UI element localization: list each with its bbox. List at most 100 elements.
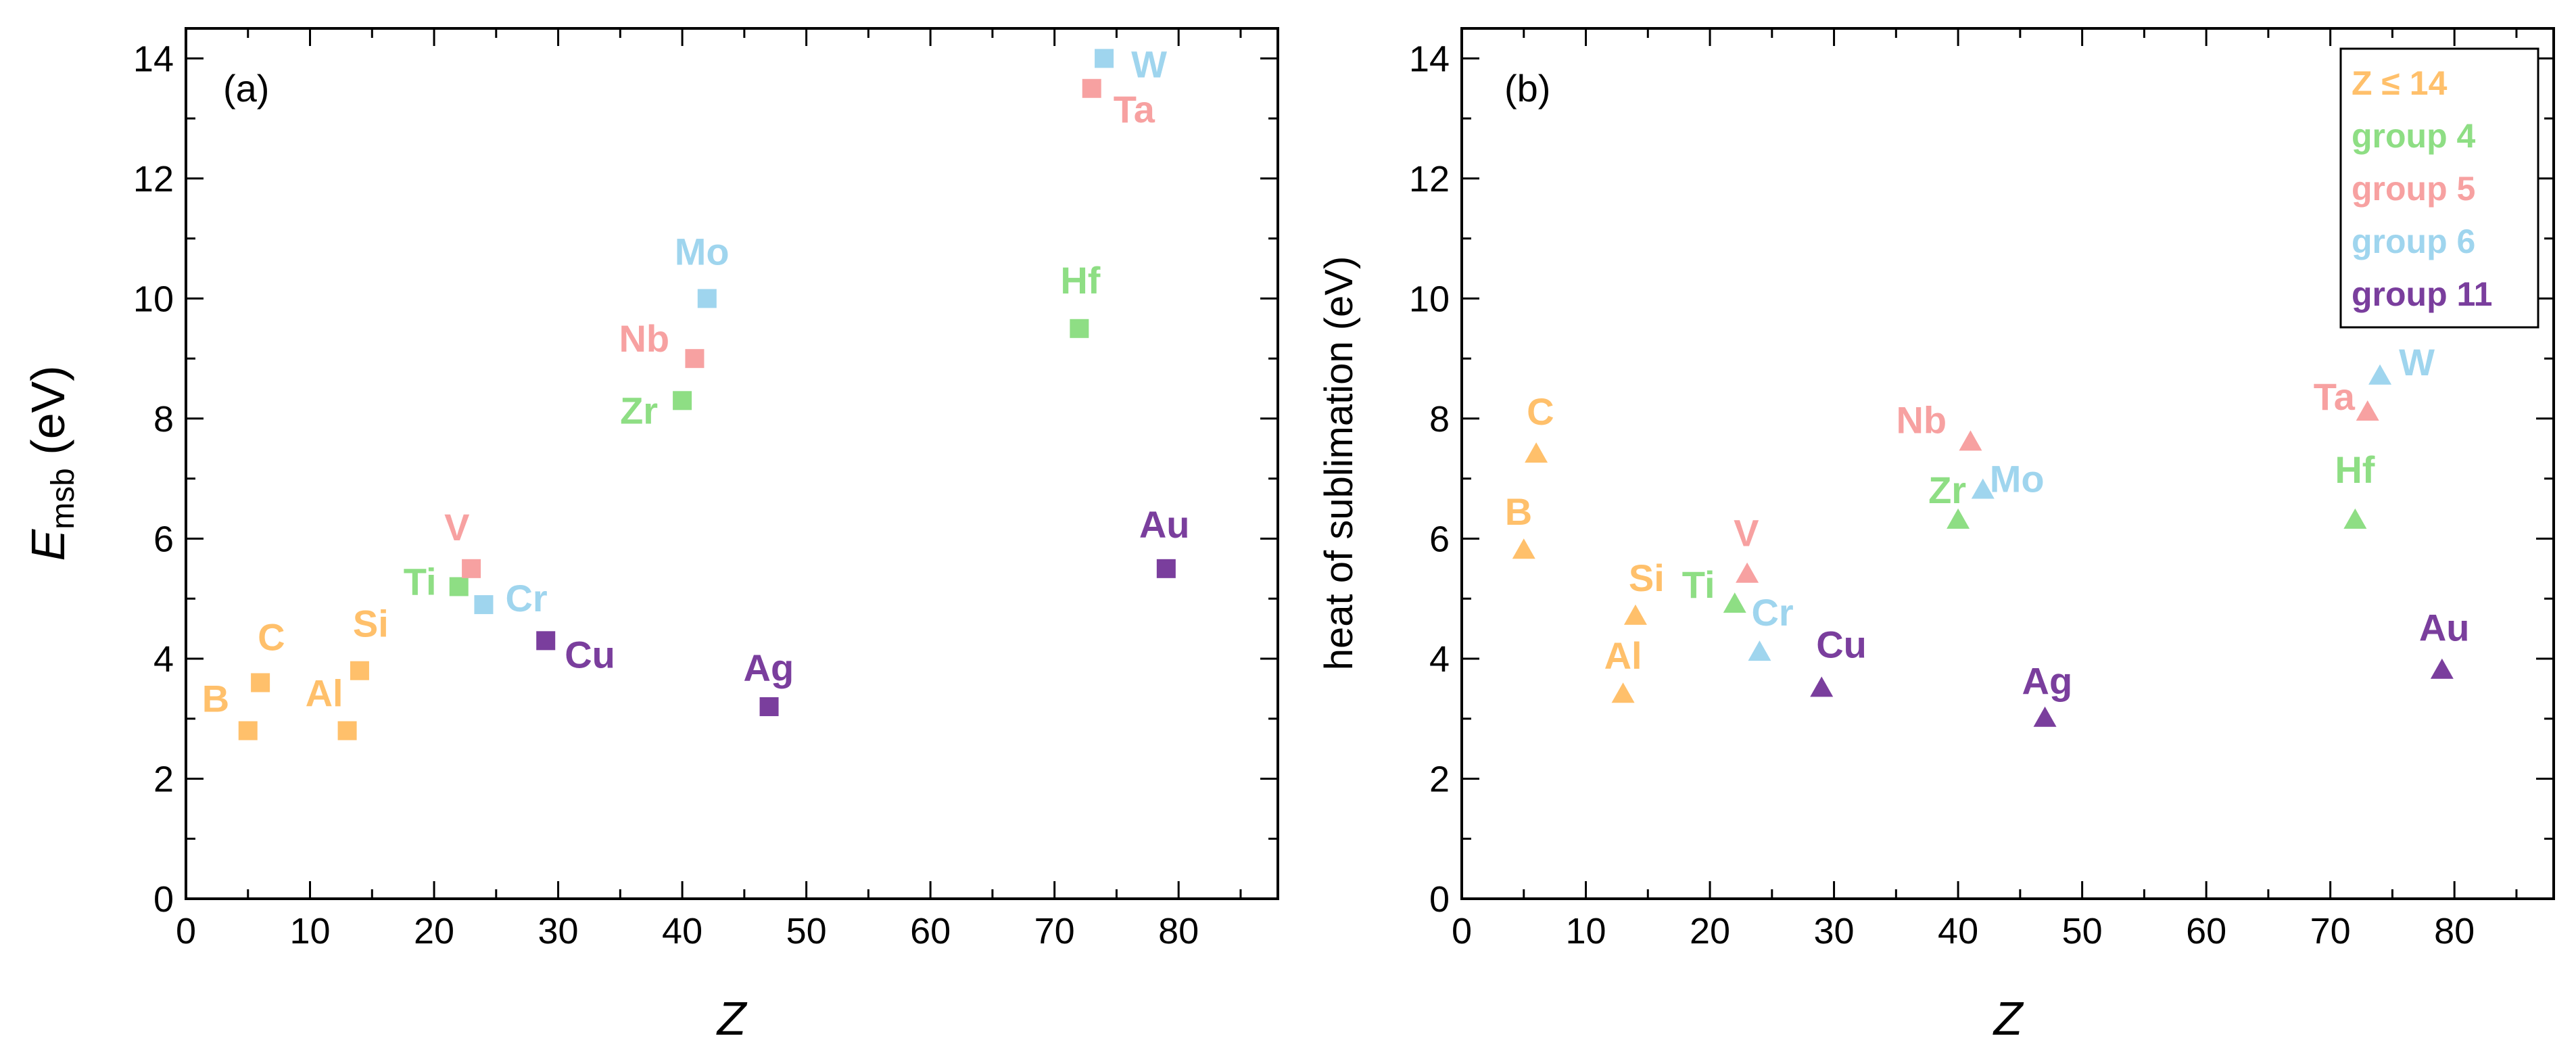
y-tick-label: 12 <box>1409 159 1450 199</box>
data-point-w <box>1095 49 1114 68</box>
data-point-al <box>337 721 357 741</box>
x-tick-label: 20 <box>1690 911 1730 952</box>
point-labels-b: B C Al Si Ti V Cr Cu Zr Nb Mo Ag Hf Ta W Au <box>1505 341 2470 703</box>
data-point-al <box>1611 682 1635 703</box>
y-tick-label: 4 <box>1429 639 1450 680</box>
data-label-w: W <box>2399 341 2435 383</box>
data-point-ti <box>1723 592 1746 613</box>
data-point-v <box>462 559 481 578</box>
data-label-au: Au <box>2419 607 2470 649</box>
x-tick-label: 60 <box>910 911 951 952</box>
y-axis-title-a: Emsb (eV) <box>22 365 81 561</box>
y-axis-title-b: heat of sublimation (eV) <box>1317 256 1361 671</box>
x-tick-label: 0 <box>176 911 196 952</box>
data-label-cr: Cr <box>1751 591 1793 634</box>
data-label-ag: Ag <box>2022 660 2073 703</box>
data-point-zr <box>1947 508 1970 529</box>
data-label-zr: Zr <box>1928 469 1966 511</box>
data-label-nb: Nb <box>1896 398 1947 441</box>
legend-item-group-6: group 6 <box>2352 222 2475 260</box>
data-label-ti: Ti <box>404 560 437 603</box>
x-tick-label: 30 <box>1814 911 1855 952</box>
y-tick-label: 10 <box>1409 279 1450 319</box>
x-tick-label: 80 <box>1158 911 1199 952</box>
y-tick-label: 2 <box>1429 759 1450 799</box>
data-point-cr <box>474 595 494 615</box>
data-label-au: Au <box>1139 503 1190 546</box>
data-label-c: C <box>1527 390 1554 433</box>
x-tick-label: 70 <box>2310 911 2351 952</box>
data-label-v: V <box>1734 512 1759 555</box>
data-point-au <box>1156 559 1176 578</box>
marks-a <box>238 49 1176 741</box>
data-point-au <box>2430 658 2454 679</box>
panel-b: 0 10 20 30 40 50 60 70 80 0 2 4 6 8 10 12 14 B C Al Si Ti V Cr… <box>1317 27 2555 1045</box>
data-label-b: B <box>1505 490 1532 533</box>
x-axis-title-a: Z <box>716 992 748 1045</box>
y-axis-title-a-main: E <box>22 529 74 561</box>
data-point-c <box>1525 442 1548 463</box>
data-label-v: V <box>444 506 469 548</box>
data-point-mo <box>697 289 717 308</box>
data-point-ag <box>759 697 779 716</box>
x-tick-label: 50 <box>2062 911 2103 952</box>
y-tick-label: 0 <box>1429 879 1450 920</box>
data-point-ta <box>2356 400 2379 421</box>
y-tick-label: 6 <box>153 519 174 559</box>
data-label-al: Al <box>1604 634 1642 677</box>
data-label-zr: Zr <box>620 389 658 431</box>
y-axis-title-a-sub: msb <box>45 468 81 530</box>
y-axis-title-a-unit: (eV) <box>22 365 74 468</box>
x-axis-title-b: Z <box>1993 992 2024 1045</box>
data-point-ta <box>1082 78 1101 98</box>
y-tick-label: 12 <box>133 159 174 199</box>
tick-labels-b: 0 10 20 30 40 50 60 70 80 0 2 4 6 8 10 12 14 <box>1409 39 2475 952</box>
legend-item-group-5: group 5 <box>2352 170 2475 208</box>
y-tick-label: 0 <box>153 879 174 920</box>
data-label-hf: Hf <box>1060 259 1100 302</box>
data-point-b <box>1512 538 1535 559</box>
data-point-zr <box>673 391 692 410</box>
data-label-mo: Mo <box>675 230 730 273</box>
data-point-ag <box>2033 706 2057 727</box>
data-point-ti <box>449 577 469 596</box>
data-point-c <box>251 673 270 692</box>
x-tick-label: 30 <box>538 911 579 952</box>
x-tick-label: 60 <box>2186 911 2226 952</box>
panel-label-b: (b) <box>1504 67 1550 110</box>
panel-label-a: (a) <box>223 67 269 110</box>
data-label-cu: Cu <box>1816 623 1867 665</box>
y-tick-label: 8 <box>153 399 174 440</box>
y-tick-label: 10 <box>133 279 174 319</box>
y-tick-label: 4 <box>153 639 174 680</box>
y-tick-label: 6 <box>1429 519 1450 559</box>
plot-frame-a <box>185 27 1279 900</box>
data-point-b <box>238 721 258 741</box>
data-label-b: B <box>202 677 229 720</box>
x-tick-label: 10 <box>289 911 330 952</box>
x-tick-label: 80 <box>2434 911 2475 952</box>
x-tick-label: 50 <box>786 911 827 952</box>
x-tick-label: 20 <box>414 911 454 952</box>
plot-frame-b <box>1460 27 2555 900</box>
x-tick-label: 10 <box>1565 911 1606 952</box>
legend: Z ≤ 14 group 4 group 5 group 6 group 11 <box>2339 47 2539 329</box>
data-label-si: Si <box>1629 557 1665 599</box>
legend-item-group-4: group 4 <box>2352 117 2476 155</box>
legend-item-z-le-14: Z ≤ 14 <box>2352 64 2448 102</box>
data-label-cu: Cu <box>565 633 615 676</box>
x-tick-label: 40 <box>1938 911 1978 952</box>
legend-item-group-11: group 11 <box>2352 275 2492 313</box>
data-point-hf <box>1070 319 1089 338</box>
data-label-w: W <box>1131 43 1167 85</box>
data-point-cr <box>1748 640 1771 661</box>
legend-box <box>2339 47 2539 329</box>
data-label-si: Si <box>353 603 389 645</box>
y-tick-label: 14 <box>1409 39 1450 79</box>
data-label-ti: Ti <box>1682 563 1715 606</box>
data-point-si <box>1623 604 1647 625</box>
x-tick-label: 70 <box>1034 911 1075 952</box>
